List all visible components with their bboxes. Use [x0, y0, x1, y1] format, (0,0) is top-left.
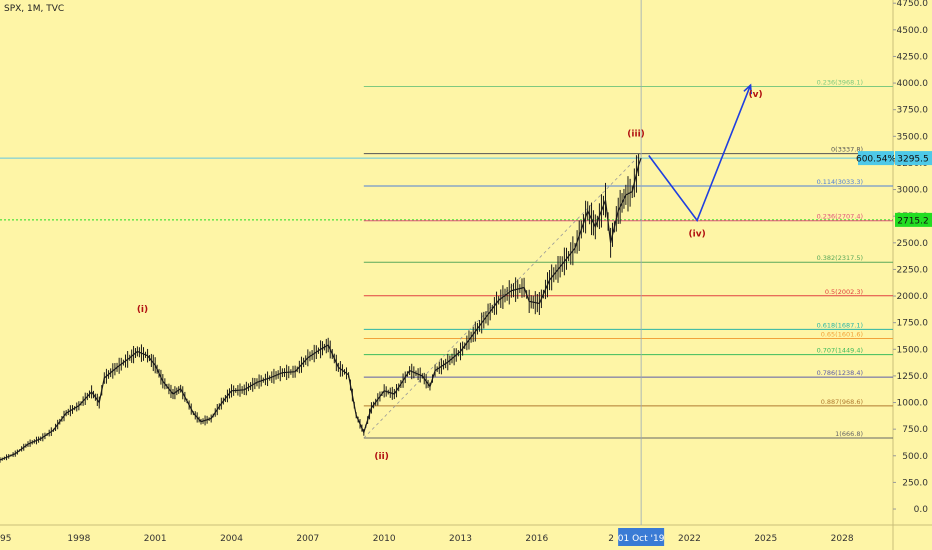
- symbol-label: SPX, 1M, TVC: [4, 4, 65, 14]
- x-tick-label: 2022: [678, 534, 701, 544]
- wave-label: (i): [137, 305, 148, 315]
- current-price-badge: [895, 151, 932, 166]
- x-tick-label: 2028: [831, 534, 854, 544]
- y-tick-label: 1250.0: [897, 372, 929, 382]
- y-tick-label: 2250.0: [897, 265, 929, 275]
- y-tick-label: 2000.0: [897, 292, 929, 302]
- x-tick-label: 1998: [67, 534, 90, 544]
- fib-level-label: 0.887(968.6): [821, 398, 863, 406]
- x-tick-label: 2013: [449, 534, 472, 544]
- y-tick-label: 1000.0: [897, 399, 929, 409]
- y-tick-label: 4750.0: [897, 0, 929, 9]
- y-tick-label: 4500.0: [897, 26, 929, 36]
- cursor-date-text: 01 Oct '19: [618, 534, 665, 544]
- fib-level-label: 0.236(3968.1): [817, 78, 863, 86]
- projection-path: [648, 84, 752, 223]
- y-tick-label: 4000.0: [897, 79, 929, 89]
- percent-change-text: 600.54%: [856, 155, 896, 165]
- y-tick-label: 500.0: [902, 452, 928, 462]
- percent-change-badge: [858, 151, 894, 166]
- y-tick-label: 3500.0: [897, 132, 929, 142]
- x-tick-label: 95: [0, 534, 11, 544]
- y-tick-label: 3750.0: [897, 106, 929, 116]
- x-tick-label: 2001: [144, 534, 167, 544]
- fib-level-label: 1(666.8): [835, 430, 863, 438]
- projection-arrowhead: [743, 83, 752, 95]
- cursor-date-badge: [618, 528, 665, 546]
- y-tick-label: 1750.0: [897, 319, 929, 329]
- y-tick-label: 750.0: [902, 425, 928, 435]
- support-price-badge: [895, 212, 932, 227]
- wave-label: (v): [749, 90, 763, 100]
- y-tick-label: 2500.0: [897, 239, 929, 249]
- x-tick-label: 2004: [220, 534, 243, 544]
- x-tick-label: 2010: [373, 534, 396, 544]
- wave-label: (ii): [374, 452, 388, 462]
- fib-level-label: 0.382(2317.5): [817, 254, 863, 262]
- y-tick-label: 1500.0: [897, 345, 929, 355]
- y-tick-label: 3000.0: [897, 186, 929, 196]
- fib-level-label: 0.5(2002.3): [825, 288, 863, 296]
- current-price-text: 3295.5: [897, 155, 929, 165]
- fib-level-label: 0(3337.8): [831, 146, 863, 154]
- fib-level-label: 0.618(1687.1): [817, 321, 863, 329]
- fib-level-label: 0.707(1449.4): [817, 347, 863, 355]
- x-tick-label: 2007: [296, 534, 319, 544]
- y-tick-label: 0.0: [914, 505, 929, 515]
- fib-level-label: 0.114(3033.3): [817, 178, 863, 186]
- y-tick-label: 250.0: [902, 478, 928, 488]
- x-tick-label: 2016: [525, 534, 548, 544]
- support-price-text: 2715.2: [897, 216, 929, 226]
- price-series-line: [0, 157, 642, 461]
- y-tick-label: 4250.0: [897, 52, 929, 62]
- wave-label: (iii): [627, 129, 644, 139]
- fib-level-label: 0.786(1238.4): [817, 369, 863, 377]
- fib-level-label: 0.65(1601.6): [821, 330, 863, 338]
- x-tick-label: 2025: [754, 534, 777, 544]
- wave-label: (iv): [689, 229, 706, 239]
- x-tick-label: 2: [608, 534, 614, 544]
- fib-level-label: 0.236(2707.4): [817, 213, 863, 221]
